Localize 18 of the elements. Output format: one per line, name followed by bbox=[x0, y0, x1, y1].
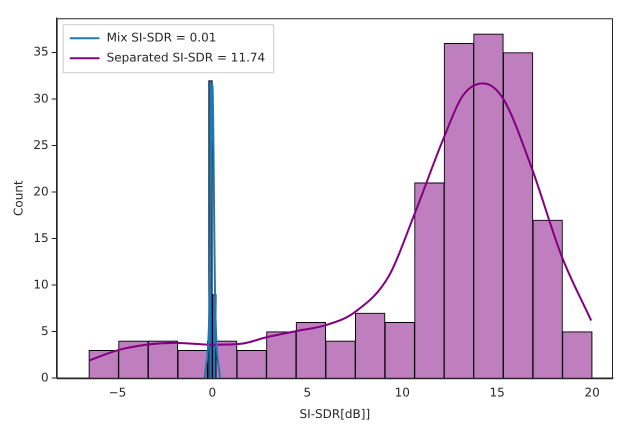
x-tick-label: 10 bbox=[394, 386, 410, 400]
x-tick-label: 5 bbox=[303, 386, 312, 400]
y-tick-label: 15 bbox=[33, 230, 49, 245]
x-axis-title: SI-SDR[dB]] bbox=[300, 406, 370, 421]
y-tick-label: 5 bbox=[41, 324, 49, 338]
y-axis-title: Count bbox=[11, 180, 26, 216]
y-tick-label: 0 bbox=[41, 370, 49, 384]
y-tick-label: 35 bbox=[33, 44, 49, 59]
x-tick-label: −5 bbox=[108, 386, 126, 400]
y-tick-label: 20 bbox=[33, 184, 49, 198]
legend-label: Mix SI-SDR = 0.01 bbox=[106, 30, 216, 44]
y-tick-label: 30 bbox=[33, 91, 49, 106]
y-tick-label: 10 bbox=[33, 277, 49, 292]
legend-label: Separated SI-SDR = 11.74 bbox=[106, 50, 266, 64]
y-tick-label: 25 bbox=[33, 138, 49, 152]
x-tick-label: 20 bbox=[584, 386, 600, 400]
x-tick-label: 15 bbox=[490, 386, 505, 400]
x-tick-label: 0 bbox=[208, 386, 216, 400]
